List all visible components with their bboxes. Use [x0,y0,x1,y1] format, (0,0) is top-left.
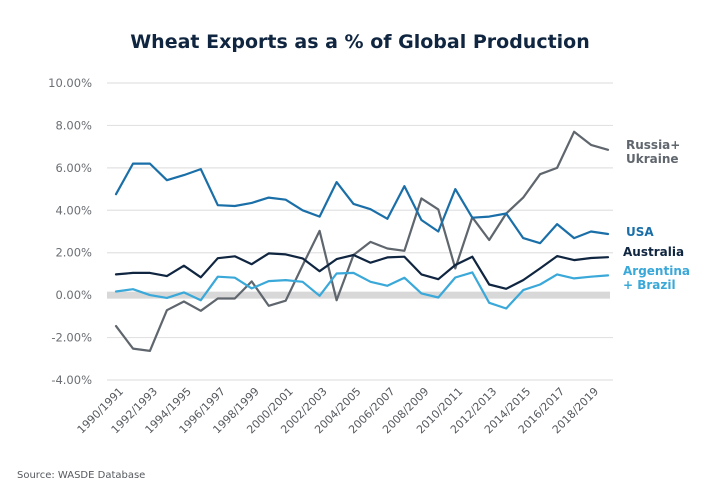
y-tick-label: -4.00% [51,373,92,387]
legend-label-australia: Australia [623,245,684,259]
series-line-australia [114,252,610,290]
y-tick-label: 4.00% [55,203,92,217]
gridlines [107,82,613,381]
series-lines [114,130,610,352]
y-tick-label: 0.00% [55,288,92,302]
legend-label-russia-ukraine: Russia+ Ukraine [626,138,680,166]
source-note: Source: WASDE Database [17,470,145,481]
x-axis-ticks: 1990/19911992/19931994/19951996/19971998… [75,385,601,436]
legend: Russia+ Ukraine USA Australia Argentina + Bra… [623,138,690,292]
chart-title: Wheat Exports as a % of Global Productio… [130,31,590,53]
legend-label-argentina-brazil: Argentina + Brazil [623,264,690,292]
series-line-russia-ukraine [114,130,610,352]
y-tick-label: 6.00% [55,161,92,175]
y-tick-label: 2.00% [55,246,92,260]
zero-baseline-band [107,291,610,299]
legend-label-usa: USA [626,225,654,239]
series-line-usa [114,162,610,245]
y-tick-label: 10.00% [48,76,92,90]
y-tick-label: -2.00% [51,331,92,345]
y-axis-ticks: 10.00% 8.00% 6.00% 4.00% 2.00% 0.00% -2.00% -4.… [48,76,92,387]
series-line-argentina-brazil [114,271,610,310]
y-tick-label: 8.00% [55,118,92,132]
